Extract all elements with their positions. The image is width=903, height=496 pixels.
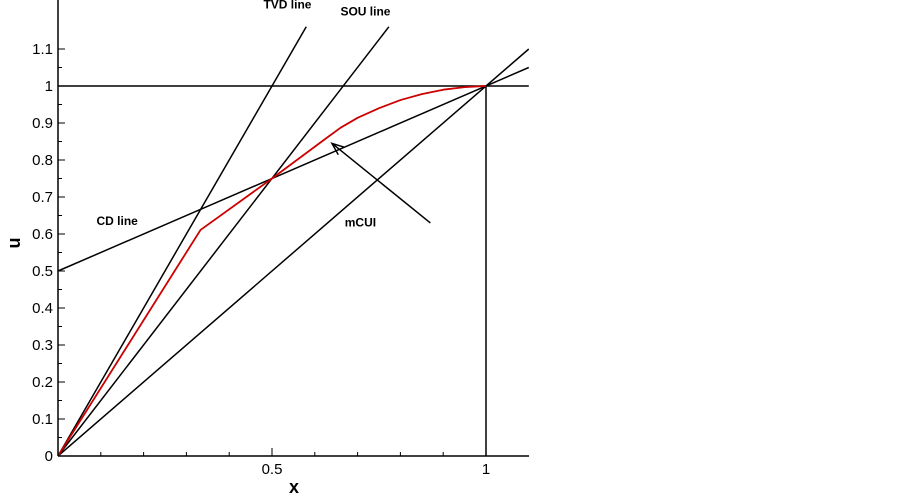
y-tick-label: 0 <box>45 448 53 465</box>
y-tick-label: 1 <box>45 78 53 95</box>
y-tick-label: 0.1 <box>32 411 53 428</box>
annotation-sou-line: SOU line <box>340 5 390 19</box>
y-tick-label: 0.6 <box>32 226 53 243</box>
y-tick-label: 0.2 <box>32 374 53 391</box>
cd-line-series-line <box>58 66 529 272</box>
annotation-mcui: mCUI <box>345 216 376 230</box>
axes <box>57 0 529 457</box>
annotation-cd-line: CD line <box>97 214 139 228</box>
sou-line-series-line <box>58 26 390 456</box>
y-tick-label: 0.8 <box>32 152 53 169</box>
y-tick-label: 0.3 <box>32 337 53 354</box>
annotation-arrow-head <box>330 142 345 156</box>
plot-lines <box>58 26 529 456</box>
y-tick-label: 0.7 <box>32 189 53 206</box>
annotations: TVD line SOU line CD line mCUI <box>97 0 431 230</box>
ticks: 0 0.1 0.2 0.3 0.4 0.5 0.6 0.7 0.8 0.9 1 1.1 0.5 1 <box>32 41 490 478</box>
y-tick-label: 0.9 <box>32 115 53 132</box>
reference-line-3-series-line <box>58 48 529 456</box>
annotation-tvd-line: TVD line <box>263 0 311 11</box>
x-axis-title: x <box>289 477 299 496</box>
y-axis-title: u <box>4 238 24 249</box>
mcui-series-line <box>58 85 487 456</box>
y-tick-label: 1.1 <box>32 41 53 58</box>
y-tick-label: 0.5 <box>32 263 53 280</box>
x-tick-label: 0.5 <box>262 461 283 478</box>
y-tick-label: 0.4 <box>32 300 53 317</box>
x-tick-label: 1 <box>482 461 490 478</box>
annotation-arrow-shaft <box>331 142 431 224</box>
tvd-line-series-line <box>58 26 307 456</box>
